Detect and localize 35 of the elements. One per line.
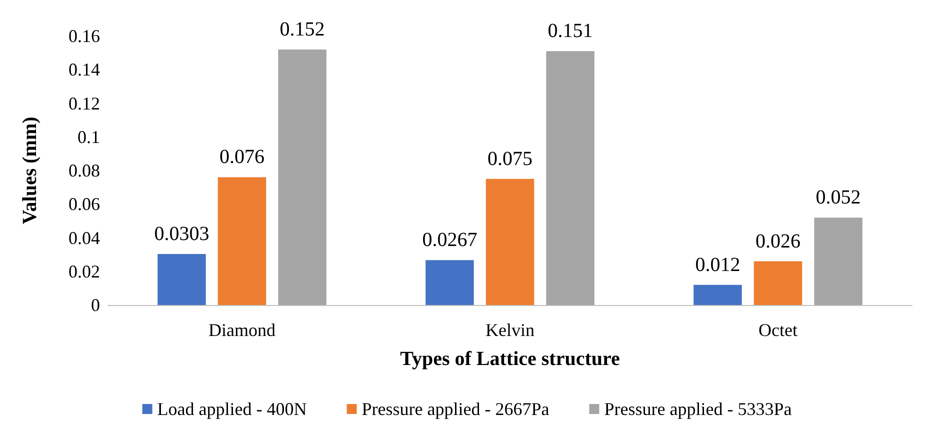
y-tick-label: 0.12 <box>68 93 100 114</box>
legend-label: Load applied - 400N <box>157 399 307 419</box>
legend-label: Pressure applied - 2667Pa <box>362 399 550 419</box>
y-tick-label: 0.08 <box>68 160 100 180</box>
x-tick-label: Diamond <box>208 320 276 340</box>
data-label: 0.152 <box>280 18 325 40</box>
y-tick-label: 0.02 <box>68 261 100 282</box>
data-label: 0.0303 <box>154 223 210 246</box>
y-tick-label: 0.06 <box>68 194 100 214</box>
y-tick-label: 0.04 <box>68 228 100 248</box>
data-label: 0.052 <box>816 186 861 209</box>
y-tick-label: 0 <box>91 295 100 315</box>
data-label: 0.151 <box>548 20 593 42</box>
bar <box>486 178 534 305</box>
data-label: 0.076 <box>220 146 264 168</box>
bar <box>278 49 326 305</box>
y-tick-label: 0.16 <box>68 26 100 46</box>
x-tick-label: Kelvin <box>486 320 534 340</box>
legend-label: Pressure applied - 5333Pa <box>604 399 792 419</box>
y-tick-label: 0.1 <box>78 126 100 147</box>
y-axis-title: Values (mm) <box>19 116 41 224</box>
x-axis-title: Types of Lattice structure <box>400 348 620 370</box>
bar <box>218 177 266 305</box>
data-label: 0.075 <box>488 148 532 170</box>
y-tick-label: 0.14 <box>68 60 100 80</box>
bar <box>754 261 802 305</box>
data-label: 0.012 <box>695 254 740 276</box>
bar <box>426 260 474 305</box>
bar <box>694 284 742 305</box>
data-label: 0.026 <box>756 230 800 252</box>
x-tick-label: Octet <box>758 320 798 340</box>
data-label: 0.0267 <box>422 229 478 252</box>
bar <box>158 254 206 305</box>
bar <box>814 218 862 305</box>
bar <box>546 51 594 305</box>
